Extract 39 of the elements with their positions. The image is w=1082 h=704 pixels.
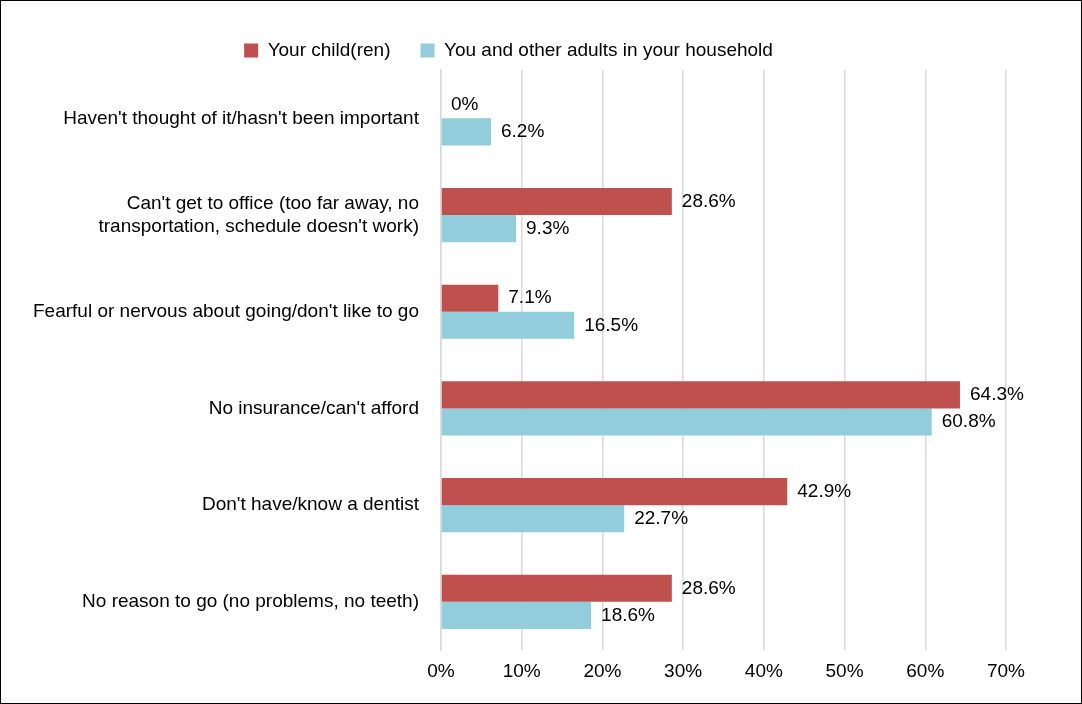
bar <box>441 408 932 436</box>
x-tick-label: 0% <box>427 659 455 681</box>
x-tick-label: 60% <box>906 659 945 681</box>
legend-label: Your child(ren) <box>267 38 391 60</box>
x-tick-label: 10% <box>502 659 541 681</box>
x-tick-label: 70% <box>986 659 1026 681</box>
bar <box>441 215 517 243</box>
legend-label: You and other adults in your household <box>443 38 773 60</box>
bar <box>441 311 575 339</box>
y-tick-label: Don't have/know a dentist <box>202 493 420 515</box>
bar <box>441 601 592 629</box>
data-label: 0% <box>450 93 479 115</box>
y-tick-label: No reason to go (no problems, no teeth) <box>82 590 419 612</box>
data-label: 9.3% <box>526 216 570 238</box>
bar <box>441 381 960 409</box>
x-tick-label: 40% <box>744 659 783 681</box>
data-label: 6.2% <box>501 120 545 142</box>
bar <box>441 187 672 216</box>
data-label: 60.8% <box>941 410 996 432</box>
x-tick-label: 20% <box>583 659 622 681</box>
bar <box>441 478 788 506</box>
bar <box>441 574 672 602</box>
data-label: 28.6% <box>681 189 736 211</box>
y-tick-label: No insurance/can't afford <box>208 396 419 418</box>
x-tick-label: 50% <box>825 659 864 681</box>
data-label: 42.9% <box>797 479 852 501</box>
data-label: 16.5% <box>584 313 639 335</box>
data-label: 22.7% <box>634 506 689 528</box>
data-label: 64.3% <box>969 383 1024 405</box>
bar <box>441 505 625 533</box>
y-tick-label: Haven't thought of it/hasn't been important <box>63 106 420 128</box>
x-tick-label: 30% <box>664 659 703 681</box>
bar <box>441 284 499 312</box>
y-tick-label: Fearful or nervous about going/don't like to go <box>33 299 419 321</box>
data-label: 7.1% <box>508 286 552 308</box>
data-label: 18.6% <box>601 603 656 625</box>
y-tick-label: Can't get to office (too far away, no transportation, schedule doesn't work) <box>98 191 419 236</box>
bar <box>441 118 492 146</box>
data-label: 28.6% <box>681 576 736 598</box>
